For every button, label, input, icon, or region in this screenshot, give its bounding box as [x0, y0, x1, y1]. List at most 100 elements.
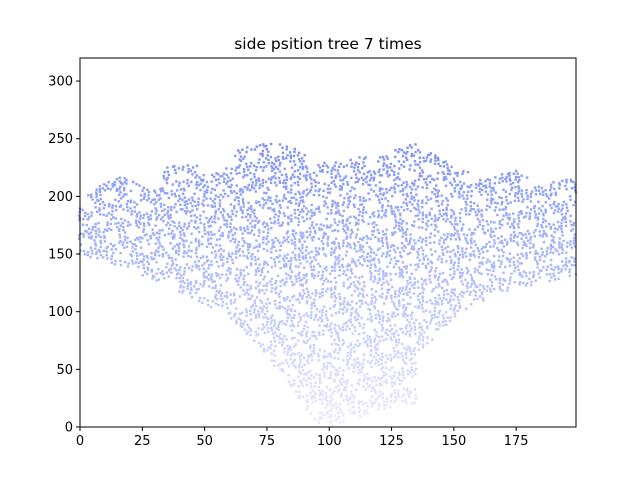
data-point [155, 209, 158, 212]
data-point [388, 249, 392, 253]
data-point [143, 234, 147, 237]
data-point [383, 213, 386, 216]
data-point [400, 163, 403, 167]
data-point [360, 176, 363, 180]
data-point [222, 249, 225, 253]
data-point [349, 396, 352, 399]
data-point [87, 232, 91, 236]
data-point [385, 241, 389, 244]
data-point [474, 285, 478, 288]
data-point [233, 232, 237, 235]
data-point [122, 225, 125, 229]
data-point [317, 359, 320, 362]
data-point [512, 231, 516, 234]
data-point [177, 244, 180, 247]
data-point [429, 197, 433, 200]
data-point [178, 221, 181, 224]
data-point [444, 278, 447, 282]
data-point [194, 204, 198, 208]
data-point [338, 348, 341, 352]
data-point [206, 188, 209, 192]
data-point [301, 246, 304, 250]
data-point [454, 228, 457, 231]
data-point [333, 323, 337, 327]
data-point [473, 270, 477, 274]
data-point [270, 164, 273, 168]
data-point [373, 263, 376, 266]
data-point [290, 319, 294, 323]
data-point [285, 178, 289, 181]
data-point [333, 287, 337, 291]
data-point [327, 184, 330, 187]
data-point [341, 244, 345, 248]
data-point [210, 237, 213, 240]
data-point [414, 394, 417, 397]
data-point [536, 252, 539, 255]
data-point [326, 400, 329, 403]
data-point [246, 248, 250, 251]
data-point [339, 162, 342, 166]
data-point [479, 178, 482, 182]
data-point [146, 260, 149, 263]
data-point [239, 324, 242, 328]
data-point [197, 265, 200, 268]
data-point [222, 180, 226, 183]
data-point [135, 203, 139, 206]
data-point [293, 150, 296, 153]
data-point [310, 260, 314, 263]
data-point [147, 194, 150, 197]
data-point [223, 210, 226, 213]
data-point [305, 341, 308, 344]
data-point [509, 179, 512, 182]
data-point [446, 235, 449, 239]
data-point [137, 265, 140, 269]
data-point [229, 225, 232, 229]
data-point [317, 353, 320, 356]
data-point [368, 170, 371, 173]
data-point [564, 268, 567, 271]
data-point [338, 269, 342, 272]
data-point [418, 301, 422, 304]
data-point [336, 411, 340, 415]
data-point [550, 206, 553, 210]
data-point [185, 251, 189, 255]
data-point [241, 190, 245, 194]
data-point [426, 325, 429, 328]
data-point [573, 233, 576, 236]
data-point [328, 325, 332, 328]
data-point [414, 305, 417, 308]
data-point [476, 213, 479, 216]
data-point [310, 311, 313, 314]
data-point [470, 190, 473, 193]
data-point [270, 343, 273, 347]
data-point [193, 192, 196, 196]
data-point [135, 212, 139, 216]
data-point [388, 188, 391, 192]
data-point [330, 251, 333, 254]
data-point [270, 352, 273, 355]
data-point [221, 207, 225, 211]
data-point [416, 163, 420, 166]
data-point [175, 269, 178, 272]
data-point [151, 277, 154, 280]
data-point [401, 379, 404, 383]
data-point [353, 205, 356, 208]
data-point [191, 204, 194, 208]
data-point [341, 214, 344, 218]
data-point [307, 376, 310, 380]
data-point [155, 272, 158, 275]
data-point [210, 173, 214, 177]
data-point [285, 232, 289, 235]
data-point [310, 224, 314, 227]
data-point [421, 217, 424, 221]
data-point [235, 210, 238, 213]
data-point [202, 199, 205, 202]
data-point [464, 278, 467, 281]
data-point [262, 143, 265, 146]
data-point [121, 243, 124, 247]
data-point [211, 280, 214, 284]
data-point [296, 169, 300, 172]
data-point [261, 323, 265, 326]
data-point [460, 268, 463, 271]
data-point [389, 186, 393, 190]
